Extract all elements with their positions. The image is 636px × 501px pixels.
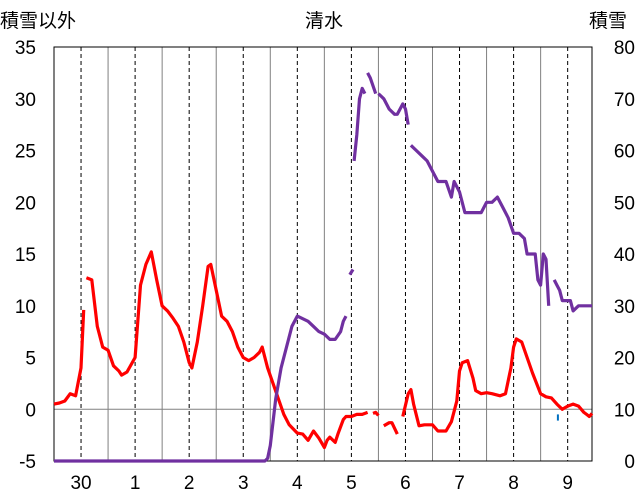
x-tick-label: 3 <box>238 473 249 494</box>
series-0-line <box>85 250 369 450</box>
left-tick-label: 35 <box>15 38 36 59</box>
left-tick-label: 0 <box>25 400 36 421</box>
x-tick-label: 1 <box>130 473 141 494</box>
series-1-line <box>552 279 592 313</box>
left-tick-label: 15 <box>15 245 36 266</box>
x-tick-label: 5 <box>346 473 357 494</box>
series-0-line <box>401 337 594 433</box>
left-tick-label: -5 <box>19 452 36 473</box>
x-tick-label: 9 <box>562 473 573 494</box>
left-tick-label: 25 <box>15 142 36 163</box>
x-axis-ticks: 30 1 2 3 4 5 6 7 8 9 <box>70 473 572 494</box>
right-axis-ticks: 0 10 20 30 40 50 60 70 80 <box>614 38 635 473</box>
right-tick-label: 30 <box>614 297 635 318</box>
series-1-line <box>409 144 551 306</box>
left-axis-ticks: -5 0 5 10 15 20 25 30 35 <box>15 38 36 473</box>
left-axis-label: 積雪以外 <box>0 10 77 32</box>
series-0-line <box>53 309 86 406</box>
series-lines <box>53 72 594 463</box>
series-0-line <box>383 421 399 435</box>
x-tick-label: 6 <box>400 473 411 494</box>
x-tick-label: 2 <box>184 473 195 494</box>
right-tick-label: 60 <box>614 142 635 163</box>
x-tick-label: 7 <box>454 473 465 494</box>
left-tick-label: 30 <box>15 90 36 111</box>
right-tick-label: 80 <box>614 38 635 59</box>
left-tick-label: 20 <box>15 193 36 214</box>
series-1-line <box>366 72 378 95</box>
right-tick-label: 50 <box>614 193 635 214</box>
series-1-line <box>54 314 348 463</box>
chart-title: 清水 <box>305 10 344 32</box>
left-tick-label: 5 <box>25 349 36 370</box>
right-tick-label: 0 <box>624 452 635 473</box>
gridlines <box>54 47 592 461</box>
series-1-line <box>352 86 367 162</box>
series-1-line <box>377 92 410 125</box>
right-tick-label: 40 <box>614 245 635 266</box>
right-tick-label: 20 <box>614 349 635 370</box>
x-tick-label: 8 <box>508 473 519 494</box>
right-axis-label: 積雪 <box>589 10 628 32</box>
plot-frame <box>53 46 593 462</box>
right-tick-label: 70 <box>614 90 635 111</box>
left-tick-label: 10 <box>15 297 36 318</box>
right-tick-label: 10 <box>614 400 635 421</box>
series-0-line <box>372 410 380 417</box>
series-1-line <box>348 268 355 276</box>
x-tick-label: 4 <box>292 473 303 494</box>
x-tick-label: 30 <box>70 473 91 494</box>
